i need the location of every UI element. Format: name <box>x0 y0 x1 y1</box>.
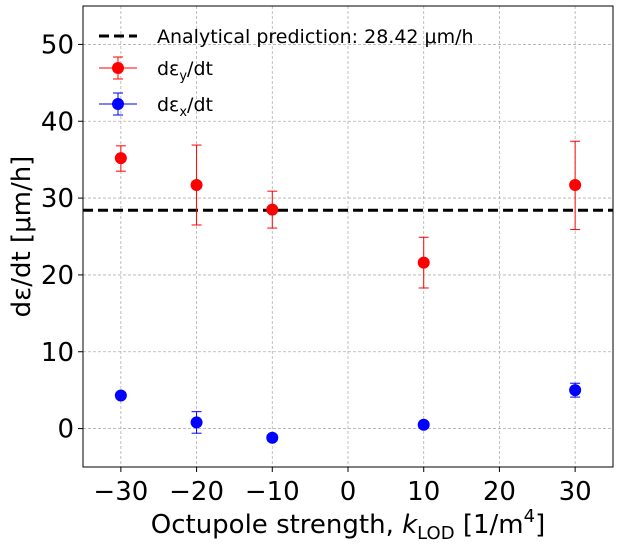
data-point <box>569 179 582 192</box>
legend-swatch-marker <box>112 62 124 74</box>
x-tick-label: −30 <box>93 477 148 507</box>
grid <box>83 6 613 467</box>
x-tick-label: 30 <box>559 477 592 507</box>
series-layer <box>114 140 582 444</box>
legend-label-dey: dεy/dt <box>157 58 213 84</box>
legend-label-analytical: Analytical prediction: 28.42 μm/h <box>157 26 474 48</box>
legend: Analytical prediction: 28.42 μm/h dεy/dt… <box>99 26 474 120</box>
legend-dey-tail: /dt <box>187 58 213 80</box>
x-axis-label-var: k <box>402 510 418 540</box>
series-dex <box>114 382 582 444</box>
x-axis-label-sup: 4 <box>524 506 535 527</box>
legend-dey-sub: y <box>179 69 187 84</box>
x-tick-label: 20 <box>483 477 516 507</box>
x-axis-label: Octupole strength, kLOD [1/m4] <box>151 506 546 544</box>
data-point <box>266 431 279 444</box>
legend-swatch-dex <box>99 92 137 116</box>
y-tick-label: 50 <box>41 30 74 60</box>
data-point <box>417 256 430 269</box>
x-tick-label: −10 <box>245 477 300 507</box>
y-tick-label: 40 <box>41 107 74 137</box>
x-axis-label-close: ] <box>535 510 545 540</box>
y-axis-label: dε/dt [μm/h] <box>7 156 37 318</box>
series-dey <box>114 140 582 289</box>
legend-label-dex: dεx/dt <box>157 94 213 120</box>
x-axis-label-prefix: Octupole strength, <box>151 510 402 540</box>
data-point <box>190 416 203 429</box>
legend-swatch-marker <box>112 98 124 110</box>
data-point <box>417 418 430 431</box>
data-point <box>190 179 203 192</box>
data-point <box>569 384 582 397</box>
x-tick-label: 10 <box>407 477 440 507</box>
legend-dex-tail: /dt <box>187 94 213 116</box>
x-tick-label: −20 <box>169 477 224 507</box>
data-point <box>266 203 279 216</box>
legend-dey-base: dε <box>157 58 179 80</box>
y-tick-label: 0 <box>57 415 74 445</box>
x-tick-label: 0 <box>340 477 357 507</box>
legend-swatch-dey <box>99 56 137 80</box>
data-point <box>114 152 127 165</box>
x-axis-label-sub: LOD <box>417 523 454 544</box>
y-tick-label: 30 <box>41 184 74 214</box>
legend-dex-base: dε <box>157 94 179 116</box>
ticks: −30 −20 −10 0 10 20 30 0 10 20 30 40 50 <box>41 30 592 507</box>
x-axis-label-unit: [1/m <box>455 510 524 540</box>
data-point <box>114 389 127 402</box>
legend-dex-sub: x <box>179 105 187 120</box>
y-tick-label: 10 <box>41 338 74 368</box>
y-tick-label: 20 <box>41 261 74 291</box>
